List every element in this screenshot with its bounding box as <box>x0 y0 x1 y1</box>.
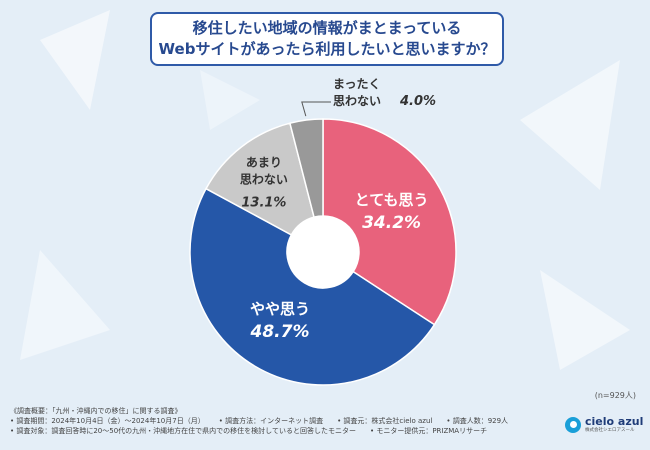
logo-icon <box>565 417 581 433</box>
footer-target: • 調査対象：調査回答時に20～50代の九州・沖縄地方在住で県内での移住を検討し… <box>10 427 356 435</box>
slice-label-not-at-all: 思わない <box>333 94 381 108</box>
footer-method: • 調査方法：インターネット調査 <box>218 417 324 425</box>
slice-label-not-much: 思わない <box>240 172 288 186</box>
company-logo: cielo azul 株式会社シエロアスール <box>565 410 645 440</box>
leader-line-not-at-all <box>301 101 331 117</box>
chart-title-box: 移住したい地域の情報がまとまっている Webサイトがあったら利用したいと思います… <box>150 12 504 66</box>
footer-survey-summary: 《調査概要：「九州・沖縄内での移住」に関する調査》 <box>10 407 182 415</box>
slice-value-not-at-all: 4.0% <box>399 94 436 109</box>
donut-hole <box>287 216 359 288</box>
logo-name: cielo azul <box>585 415 644 428</box>
footer-provider: • モニター提供元：PRIZMAリサーチ <box>369 427 488 435</box>
slice-label-not-much: あまり <box>246 155 282 169</box>
footer-row-2: • 調査期間：2024年10月4日（金）～2024年10月7日（月） • 調査方… <box>10 416 508 426</box>
footer-row-1: 《調査概要：「九州・沖縄内での移住」に関する調査》 <box>10 406 508 416</box>
slice-value-very: 34.2% <box>362 213 421 233</box>
chart-title-line2: Webサイトがあったら利用したいと思いますか？ <box>158 40 496 58</box>
footer-source: • 調査元：株式会社cielo azul <box>337 417 433 425</box>
logo-subtext: 株式会社シエロアスール <box>585 428 635 433</box>
survey-footer: 《調査概要：「九州・沖縄内での移住」に関する調査》 • 調査期間：2024年10… <box>10 406 508 436</box>
chart-title-line1: 移住したい地域の情報がまとまっている <box>192 19 462 37</box>
slice-label-not-at-all: まったく <box>333 77 381 91</box>
slice-value-somewhat: 48.7% <box>250 322 310 342</box>
footer-row-3: • 調査対象：調査回答時に20～50代の九州・沖縄地方在住で県内での移住を検討し… <box>10 426 508 436</box>
slice-value-not-much: 13.1% <box>241 195 286 210</box>
sample-size-note: (n=929人) <box>594 391 636 400</box>
slice-label-somewhat: やや思う <box>250 300 310 318</box>
slice-label-very: とても思う <box>355 191 429 209</box>
footer-count: • 調査人数：929人 <box>446 417 509 425</box>
footer-period: • 調査期間：2024年10月4日（金）～2024年10月7日（月） <box>10 417 205 425</box>
